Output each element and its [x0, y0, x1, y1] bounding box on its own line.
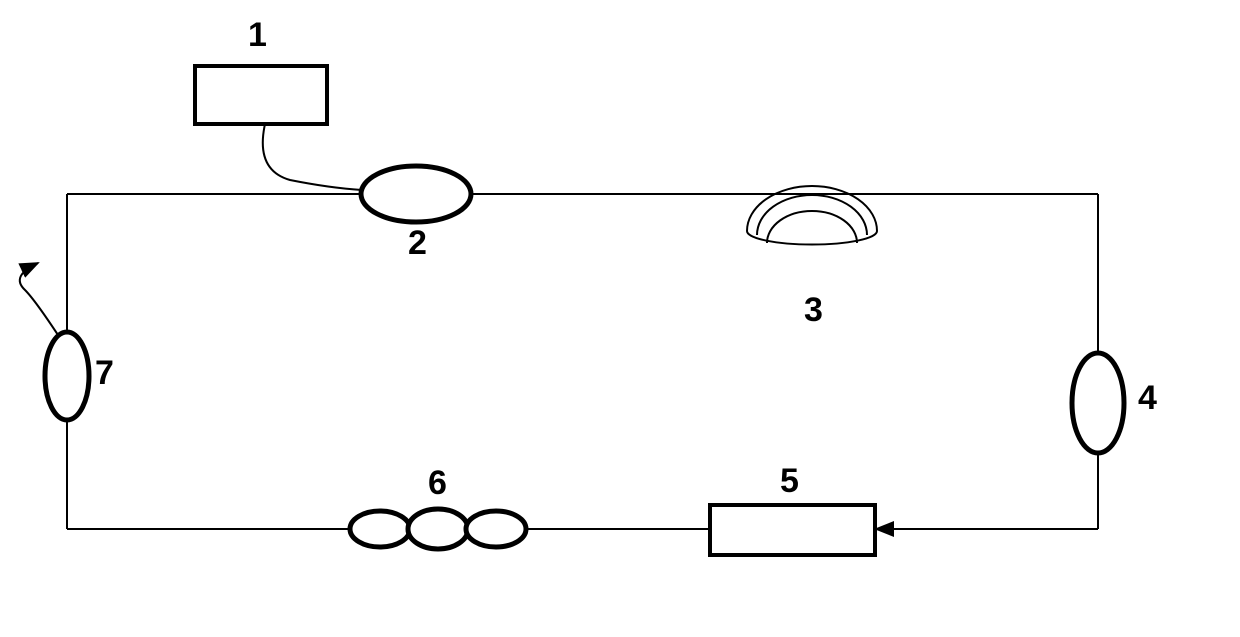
- diagram-canvas: [0, 0, 1240, 637]
- node-label-multi3: 3: [804, 291, 823, 330]
- node-label-ellipse2: 2: [408, 224, 427, 263]
- node-label-chain6: 6: [428, 464, 447, 503]
- node-label-rect5: 5: [780, 462, 799, 501]
- node-label-ellipse4: 4: [1138, 379, 1157, 418]
- node-label-ellipse7: 7: [95, 354, 114, 393]
- node-label-rect1: 1: [248, 16, 267, 55]
